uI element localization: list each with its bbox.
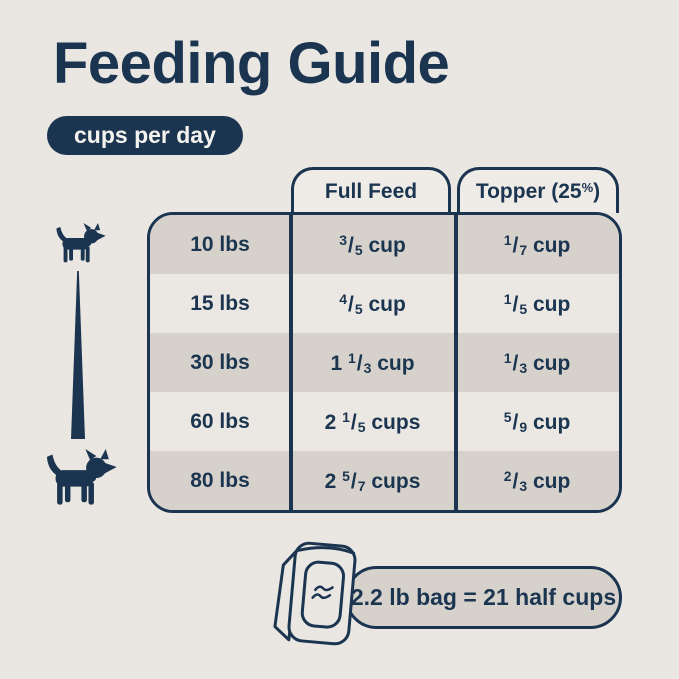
full-feed-label: Full Feed <box>324 179 418 203</box>
feeding-table-rows: 10 lbs 3/5 cup 1/7 cup 15 lbs 4/5 cup 1/5 cup… <box>150 215 619 510</box>
full-feed-cell: 1 1/3 cup <box>290 333 455 392</box>
amount-value: 1/3 cup <box>503 349 571 376</box>
topper-cell: 1/3 cup <box>455 333 619 392</box>
column-header-topper: Topper (25%) <box>457 167 619 213</box>
size-wedge-icon <box>71 271 85 439</box>
cups-per-day-badge: cups per day <box>47 116 243 155</box>
badge-label: cups per day <box>74 122 216 148</box>
weight-cell: 80 lbs <box>190 468 250 492</box>
weight-cell: 60 lbs <box>190 409 250 433</box>
amount-value: 5/9 cup <box>503 408 571 435</box>
page-title: Feeding Guide <box>53 31 450 96</box>
topper-label: Topper (25%) <box>475 179 601 203</box>
column-divider <box>289 215 293 510</box>
topper-cell: 1/7 cup <box>455 215 619 274</box>
dog-food-bag-icon <box>273 541 357 646</box>
table-row: 80 lbs 2 5/7 cups 2/3 cup <box>150 451 619 510</box>
full-feed-cell: 2 1/5 cups <box>290 392 455 451</box>
amount-value: 1/7 cup <box>503 231 571 258</box>
amount-value: 1/5 cup <box>503 290 571 317</box>
topper-cell: 5/9 cup <box>455 392 619 451</box>
weight-cell: 10 lbs <box>190 232 250 256</box>
amount-value: 2/3 cup <box>503 467 571 494</box>
table-row: 10 lbs 3/5 cup 1/7 cup <box>150 215 619 274</box>
amount-value: 4/5 cup <box>339 290 406 317</box>
topper-cell: 1/5 cup <box>455 274 619 333</box>
table-row: 30 lbs 1 1/3 cup 1/3 cup <box>150 333 619 392</box>
weight-cell: 30 lbs <box>190 350 250 374</box>
feeding-table: 10 lbs 3/5 cup 1/7 cup 15 lbs 4/5 cup 1/5 cup… <box>147 212 622 513</box>
bag-note-label: 2.2 lb bag = 21 half cups <box>350 584 617 610</box>
amount-value: 2 1/5 cups <box>324 408 421 435</box>
table-row: 15 lbs 4/5 cup 1/5 cup <box>150 274 619 333</box>
bag-note-pill: 2.2 lb bag = 21 half cups <box>345 566 622 629</box>
column-divider <box>454 215 458 510</box>
large-dog-icon <box>46 449 117 505</box>
full-feed-cell: 3/5 cup <box>290 215 455 274</box>
column-header-full-feed: Full Feed <box>291 167 451 213</box>
full-feed-cell: 4/5 cup <box>290 274 455 333</box>
amount-value: 3/5 cup <box>339 231 406 258</box>
amount-value: 1 1/3 cup <box>330 349 415 376</box>
weight-cell: 15 lbs <box>190 291 250 315</box>
topper-cell: 2/3 cup <box>455 451 619 510</box>
full-feed-cell: 2 5/7 cups <box>290 451 455 510</box>
amount-value: 2 5/7 cups <box>324 467 421 494</box>
small-dog-icon <box>56 223 106 263</box>
table-row: 60 lbs 2 1/5 cups 5/9 cup <box>150 392 619 451</box>
